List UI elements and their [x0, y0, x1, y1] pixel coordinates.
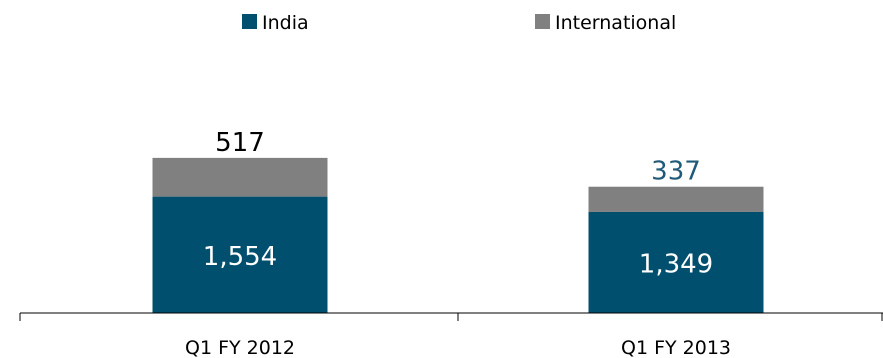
legend-swatch-india [242, 14, 257, 29]
x-tick-label-q1-fy-2013: Q1 FY 2013 [621, 337, 731, 358]
x-tick-label-q1-fy-2012: Q1 FY 2012 [185, 337, 295, 358]
bar-india-q1-fy-2013 [588, 211, 764, 313]
legend-label-india: India [262, 12, 309, 34]
data-label-international-q1-fy-2013: 337 [651, 157, 701, 187]
bar-international-q1-fy-2012 [152, 157, 328, 197]
legend-label-international: International [555, 12, 676, 34]
data-label-india-q1-fy-2012: 1,554 [203, 242, 277, 272]
bar-international-q1-fy-2013 [588, 186, 764, 212]
x-axis: Q1 FY 2012 Q1 FY 2013 [19, 312, 883, 358]
bar-india-q1-fy-2012 [152, 196, 328, 313]
data-label-international-q1-fy-2012: 517 [215, 128, 265, 158]
legend-swatch-international [535, 14, 550, 29]
bars: 1,554 517 1,349 337 [152, 128, 764, 313]
data-label-india-q1-fy-2013: 1,349 [639, 249, 713, 279]
legend: India International [242, 12, 676, 34]
